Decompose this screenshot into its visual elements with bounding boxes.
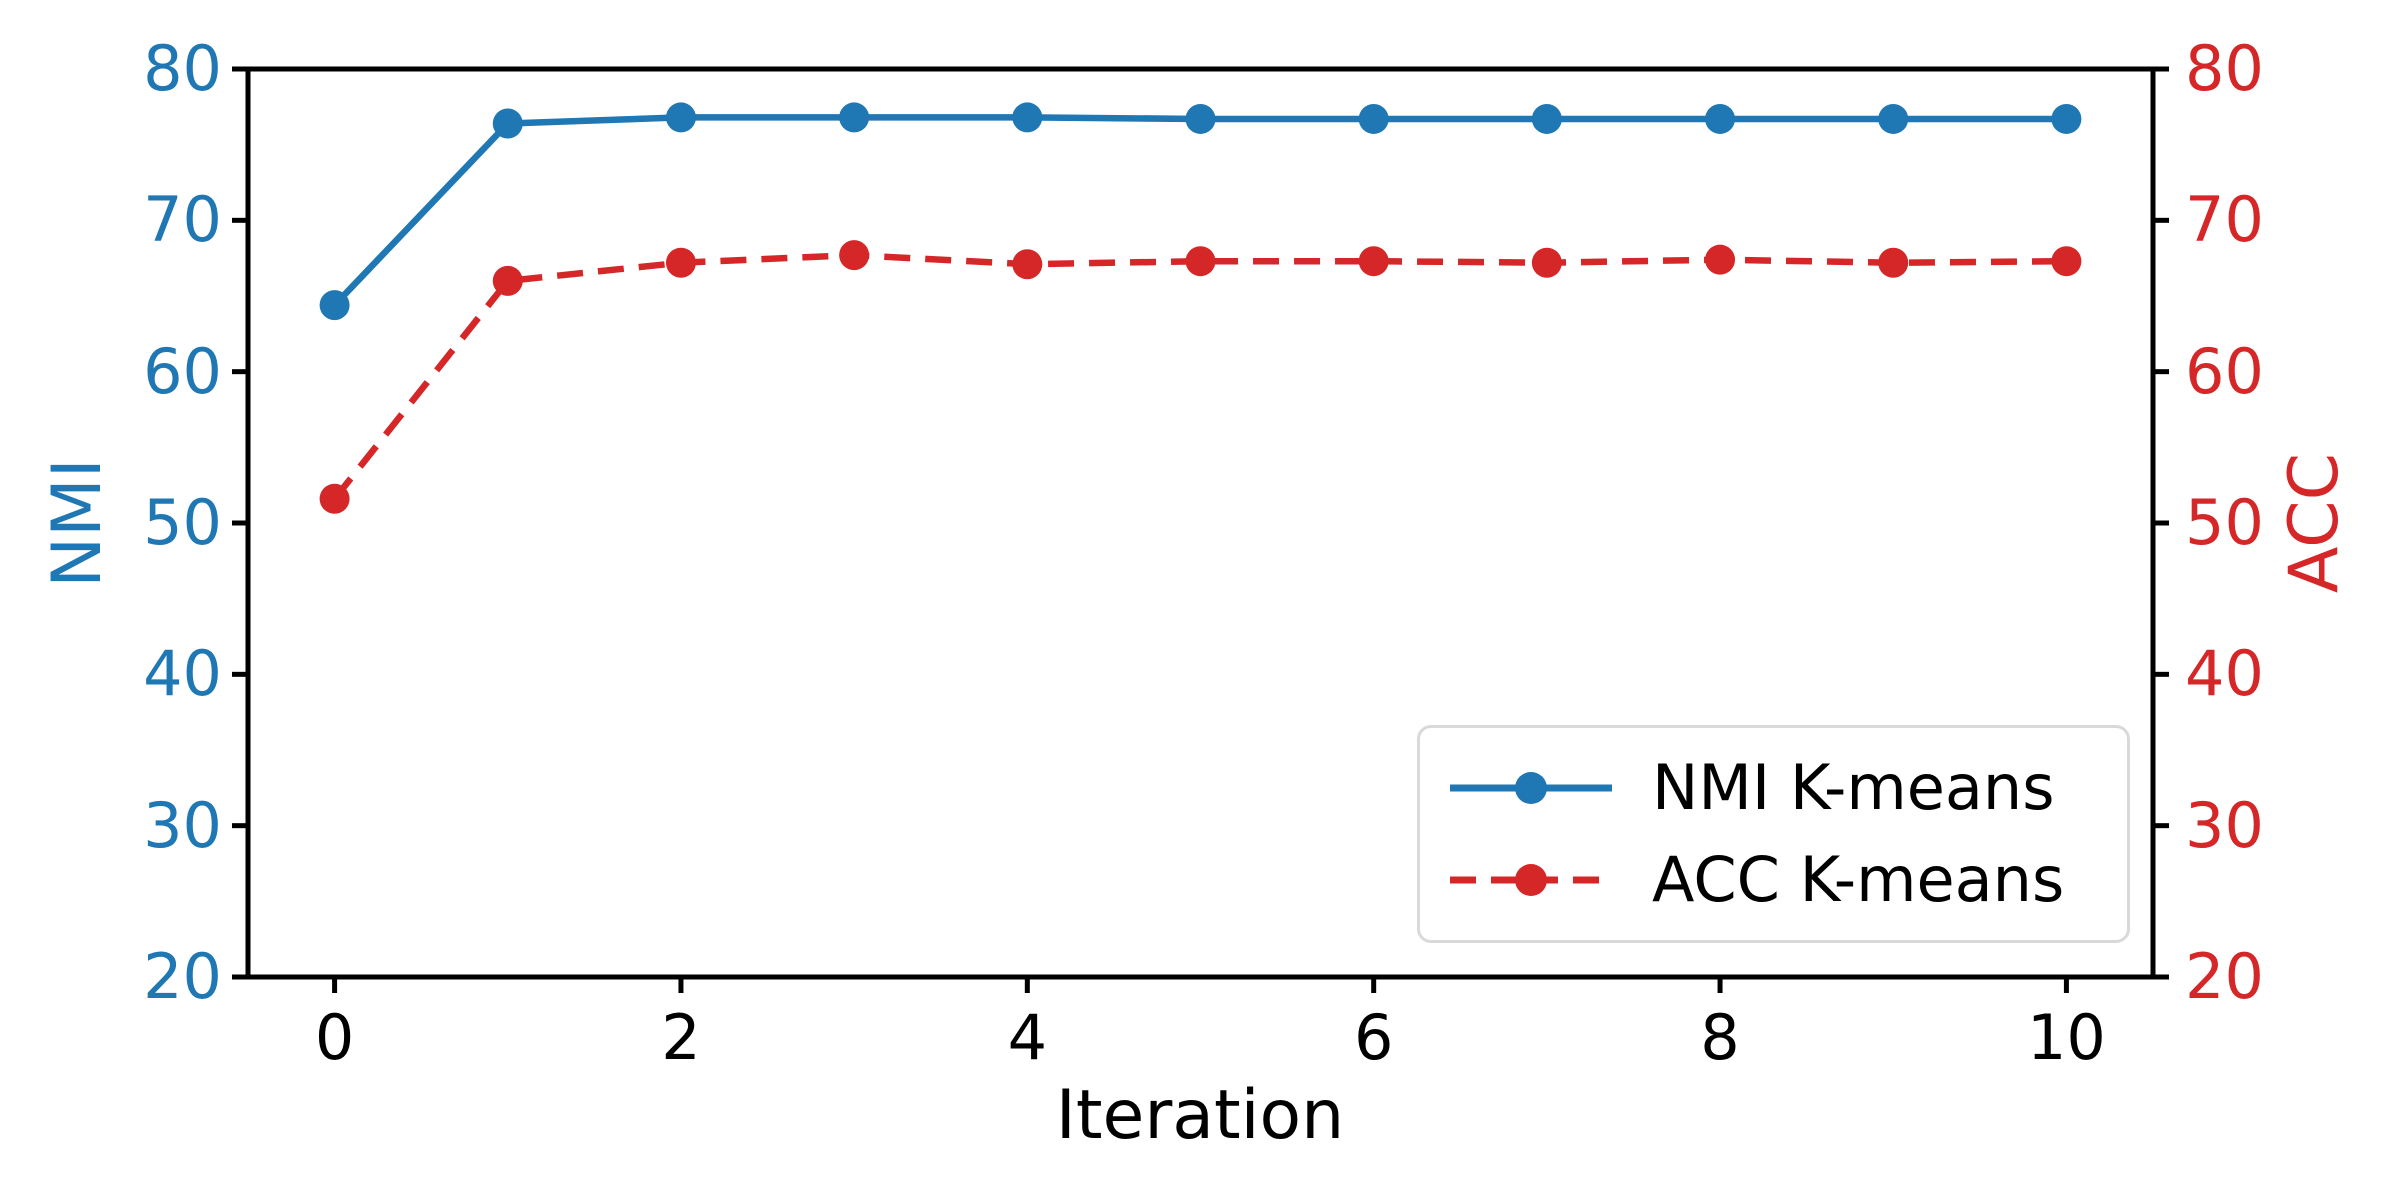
acc-k-means-marker: [1012, 249, 1043, 280]
y-right-tick-label: 20: [2185, 940, 2264, 1013]
x-tick-label: 10: [2026, 1001, 2106, 1074]
acc-k-means-marker: [665, 247, 696, 278]
y-left-tick-label: 80: [143, 32, 222, 105]
x-tick-label: 0: [314, 1001, 355, 1074]
y-left-tick-label: 70: [143, 183, 222, 257]
legend-label-nmi: NMI K-means: [1652, 751, 2055, 825]
nmi-k-means-marker: [1705, 103, 1736, 134]
acc-k-means-marker: [2051, 246, 2082, 277]
acc-line-sample-icon: [1450, 863, 1612, 896]
legend-row-nmi: NMI K-means: [1420, 757, 2127, 819]
nmi-k-means-marker: [492, 108, 523, 139]
legend-row-acc: ACC K-means: [1420, 842, 2127, 916]
x-tick-label: 6: [1353, 1001, 1394, 1074]
nmi-k-means-marker: [1531, 103, 1562, 134]
nmi-k-means-marker: [319, 290, 350, 321]
legend-label-acc: ACC K-means: [1652, 842, 2065, 916]
y-right-tick-label: 40: [2185, 637, 2264, 711]
acc-k-means-marker: [319, 483, 350, 514]
y-right-tick-label: 30: [2185, 788, 2264, 862]
acc-k-means-marker: [1878, 247, 1909, 278]
nmi-k-means-marker: [839, 102, 870, 133]
y-right-tick-label: 50: [2185, 486, 2264, 559]
y-right-tick-label: 60: [2185, 334, 2264, 408]
x-tick-label: 4: [1007, 1001, 1048, 1074]
legend: NMI K-means ACC K-means: [1417, 725, 2130, 943]
nmi-k-means-line: [332, 114, 2067, 308]
x-tick-label: 8: [1700, 1001, 1740, 1074]
nmi-line-sample-icon: [1450, 772, 1612, 805]
right-axis-title: ACC: [2275, 452, 2354, 594]
nmi-k-means-marker: [1012, 102, 1043, 133]
y-right-tick-label: 70: [2185, 183, 2264, 257]
y-left-tick-label: 20: [143, 940, 222, 1013]
y-left-tick-label: 60: [143, 334, 222, 408]
nmi-k-means-marker: [1185, 103, 1216, 134]
acc-k-means-marker: [839, 240, 870, 271]
x-tick-label: 2: [661, 1001, 701, 1074]
acc-k-means-marker: [1531, 247, 1562, 278]
acc-k-means-marker: [1358, 246, 1389, 277]
acc-k-means-marker: [1185, 246, 1216, 277]
acc-k-means-line: [332, 251, 2067, 501]
nmi-k-means-marker: [1358, 103, 1389, 134]
y-left-tick-label: 40: [143, 637, 222, 711]
nmi-k-means-marker: [665, 102, 696, 133]
y-right-tick-label: 80: [2185, 32, 2264, 105]
y-left-tick-label: 50: [143, 486, 222, 559]
nmi-k-means-marker: [1878, 103, 1909, 134]
acc-k-means-marker: [1705, 244, 1736, 275]
acc-k-means-marker: [492, 265, 523, 296]
nmi-k-means-marker: [2051, 103, 2082, 134]
left-axis-title: NMI: [38, 458, 117, 588]
x-axis-title: Iteration: [1055, 1076, 1345, 1155]
y-left-tick-label: 30: [143, 788, 222, 862]
